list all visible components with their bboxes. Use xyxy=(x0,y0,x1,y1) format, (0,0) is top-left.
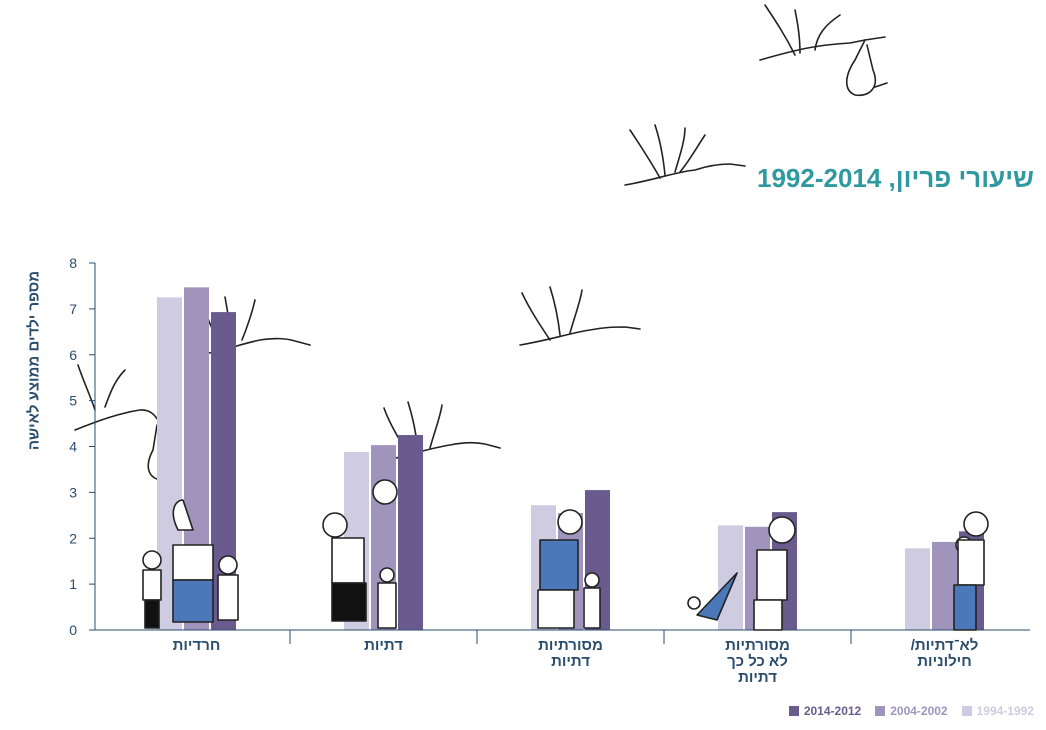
legend-label: 2004-2002 xyxy=(890,704,948,718)
x-category-label: לא־דתיות/ xyxy=(911,637,979,654)
legend-label: 2014-2012 xyxy=(803,704,862,718)
bar-1994-1992 xyxy=(718,525,743,630)
legend: 2014-2012 2004-2002 1994-1992 xyxy=(788,704,1034,718)
x-category-label: לא כל כך xyxy=(727,653,788,670)
bar-2014-2012 xyxy=(398,435,423,630)
x-category-label: דתיות xyxy=(364,637,403,654)
stork-illustration xyxy=(519,286,641,346)
y-tick-label: 1 xyxy=(69,576,77,592)
y-tick-label: 5 xyxy=(69,393,77,409)
y-tick-label: 4 xyxy=(69,439,77,455)
y-tick-label: 7 xyxy=(69,301,77,317)
stork-illustration xyxy=(624,124,746,186)
x-category-label: מסורתיות xyxy=(725,637,790,654)
legend-item-2004-2002: 2004-2002 xyxy=(875,704,948,718)
legend-swatch xyxy=(961,706,972,716)
y-tick-label: 6 xyxy=(69,347,77,363)
chart-title: שיעורי פריון, 1992-2014 xyxy=(756,163,1034,193)
bar-2004-2002 xyxy=(932,541,957,630)
bar-1994-1992 xyxy=(905,548,930,630)
stork-with-bundle-illustration xyxy=(759,4,888,96)
x-category-label: חילוניות xyxy=(917,653,971,670)
y-tick-label: 2 xyxy=(69,530,77,546)
x-category-label: מסורתיות xyxy=(538,637,603,654)
y-tick-label: 0 xyxy=(69,622,77,638)
woman-with-stroller-illustration xyxy=(687,516,796,631)
x-category-label: דתיות xyxy=(738,669,777,686)
woman-with-baby-illustration xyxy=(322,479,398,629)
y-ticks: 0 1 2 3 4 5 6 7 8 xyxy=(69,255,95,638)
legend-item-1994-1992: 1994-1992 xyxy=(961,704,1034,718)
legend-label: 1994-1992 xyxy=(976,704,1034,718)
family-illustration xyxy=(142,499,239,629)
y-tick-label: 3 xyxy=(69,484,77,500)
x-category-label: חרדיות xyxy=(173,637,221,654)
woman-and-child-illustration xyxy=(537,509,601,629)
y-tick-label: 8 xyxy=(69,255,77,271)
x-category-label: דתיות xyxy=(551,653,590,670)
legend-swatch xyxy=(875,706,886,716)
legend-swatch xyxy=(788,706,799,716)
man-with-baby-illustration xyxy=(953,511,989,631)
legend-item-2014-2012: 2014-2012 xyxy=(788,704,862,718)
